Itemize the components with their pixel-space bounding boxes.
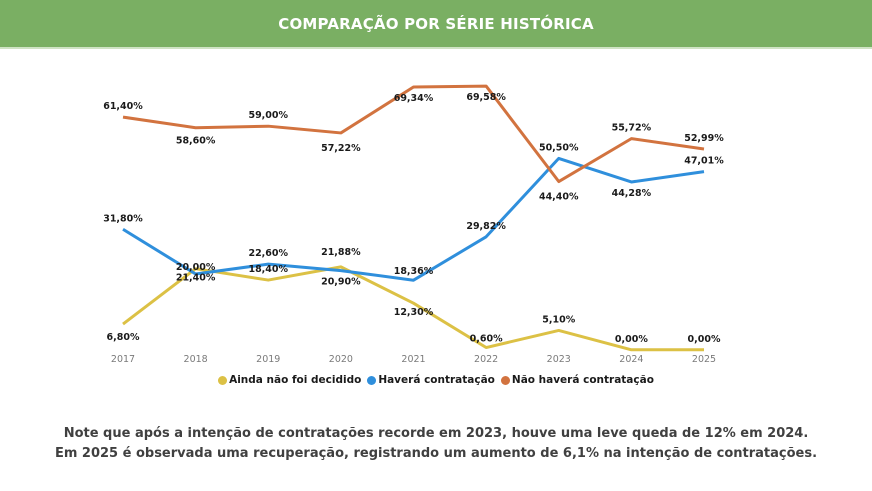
page-title: COMPARAÇÃO POR SÉRIE HISTÓRICA: [278, 14, 594, 33]
data-label: 0,60%: [470, 334, 503, 345]
series-line-1: [122, 156, 705, 282]
x-tick-label: 2022: [474, 354, 498, 365]
data-label: 52,99%: [684, 133, 724, 144]
x-tick-label: 2020: [329, 354, 353, 365]
legend-dot-orange-icon: [500, 375, 510, 385]
series-line-2: [122, 84, 705, 184]
data-label: 57,22%: [321, 143, 361, 154]
data-label: 31,80%: [103, 213, 143, 224]
series-line-0: [122, 265, 704, 352]
data-label: 20,00%: [176, 262, 216, 273]
data-label: 47,01%: [684, 156, 724, 167]
series-lines: [122, 84, 705, 352]
x-tick-label: 2024: [619, 354, 643, 365]
data-label: 29,82%: [466, 221, 506, 232]
note-text: Note que após a intenção de contratações…: [0, 424, 872, 464]
data-label: 20,90%: [321, 277, 361, 288]
x-tick-label: 2023: [547, 354, 571, 365]
data-label: 59,00%: [248, 110, 288, 121]
legend: Ainda não foi decidido Haverá contrataçã…: [0, 374, 872, 386]
data-label: 44,40%: [539, 192, 579, 203]
data-label: 61,40%: [103, 101, 143, 112]
data-label: 0,00%: [615, 334, 648, 345]
x-tick-label: 2021: [401, 354, 425, 365]
legend-item-havera[interactable]: Haverá contratação: [367, 374, 495, 386]
data-label: 69,34%: [394, 93, 434, 104]
x-tick-label: 2017: [111, 354, 135, 365]
legend-label: Haverá contratação: [378, 374, 495, 386]
x-tick-label: 2025: [692, 354, 716, 365]
header-bar: COMPARAÇÃO POR SÉRIE HISTÓRICA: [0, 0, 872, 49]
data-label: 12,30%: [394, 307, 434, 318]
data-label: 21,40%: [176, 273, 216, 284]
data-label: 58,60%: [176, 136, 216, 147]
data-label: 50,50%: [539, 142, 579, 153]
legend-label: Ainda não foi decidido: [229, 374, 362, 386]
note-line-1: Note que após a intenção de contratações…: [63, 426, 809, 441]
x-axis-ticks: 2017 2018 2019 2020 2021 2022 2023 2024 2025: [111, 354, 716, 365]
legend-label: Não haverá contratação: [511, 374, 654, 386]
data-label: 22,60%: [248, 248, 288, 259]
data-label: 18,40%: [248, 264, 288, 275]
data-label: 5,10%: [542, 314, 575, 325]
data-label: 69,58%: [466, 92, 506, 103]
data-label: 21,88%: [321, 247, 361, 258]
legend-item-ainda[interactable]: Ainda não foi decidido: [218, 374, 361, 386]
note-line-2: Em 2025 é observada uma recuperação, reg…: [54, 446, 818, 461]
legend-item-nao-havera[interactable]: Não haverá contratação: [500, 374, 654, 386]
legend-dot-blue-icon: [367, 375, 377, 385]
x-tick-label: 2019: [256, 354, 280, 365]
x-tick-label: 2018: [184, 354, 208, 365]
data-label: 18,36%: [394, 266, 434, 277]
data-label: 0,00%: [688, 334, 721, 345]
data-label: 44,28%: [612, 188, 652, 199]
data-label: 6,80%: [107, 332, 140, 343]
data-label: 55,72%: [612, 123, 652, 134]
legend-dot-yellow-icon: [218, 375, 228, 385]
line-chart: 2017 2018 2019 2020 2021 2022 2023 2024 2025 6,8…: [103, 84, 724, 365]
data-labels: 6,80% 21,40% 18,40% 21,88% 12,30% 0,60% 5,10% 0…: [103, 92, 724, 345]
